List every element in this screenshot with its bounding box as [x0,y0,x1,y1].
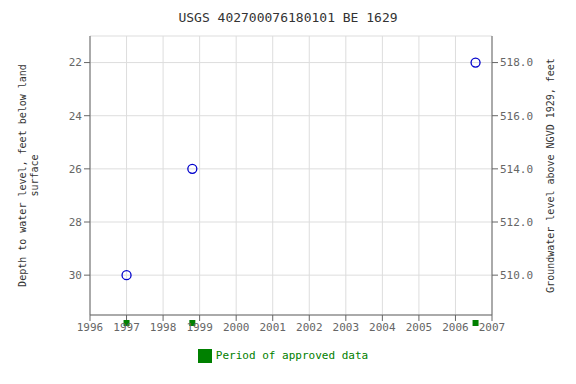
svg-text:26: 26 [69,163,82,176]
svg-text:30: 30 [69,269,82,282]
svg-text:2007: 2007 [479,321,506,334]
svg-text:2001: 2001 [259,321,286,334]
html-text:Period of approved data: Period of approved data [215,349,369,362]
svg-text:Depth to water level, feet bel: Depth to water level, feet below landsur… [17,64,40,287]
svg-text:2006: 2006 [442,321,469,334]
svg-text:2005: 2005 [406,321,433,334]
svg-text:24: 24 [69,110,83,123]
svg-text:1999: 1999 [186,321,213,334]
svg-text:2003: 2003 [333,321,360,334]
svg-text:2004: 2004 [369,321,396,334]
svg-text:510.0: 510.0 [500,269,533,282]
svg-text:514.0: 514.0 [500,163,533,176]
svg-text:518.0: 518.0 [500,56,533,69]
svg-text:1997: 1997 [113,321,140,334]
svg-text:Groundwater level above NGVD 1: Groundwater level above NGVD 1929, feet [545,58,556,293]
svg-text:2000: 2000 [223,321,250,334]
svg-text:1998: 1998 [150,321,177,334]
svg-text:2002: 2002 [296,321,323,334]
html-text:USGS 402700076180101 BE 1629: USGS 402700076180101 BE 1629 [178,10,398,25]
svg-text:22: 22 [69,56,82,69]
svg-text:516.0: 516.0 [500,110,533,123]
svg-text:512.0: 512.0 [500,216,533,229]
svg-text:28: 28 [69,216,82,229]
svg-text:1996: 1996 [77,321,104,334]
